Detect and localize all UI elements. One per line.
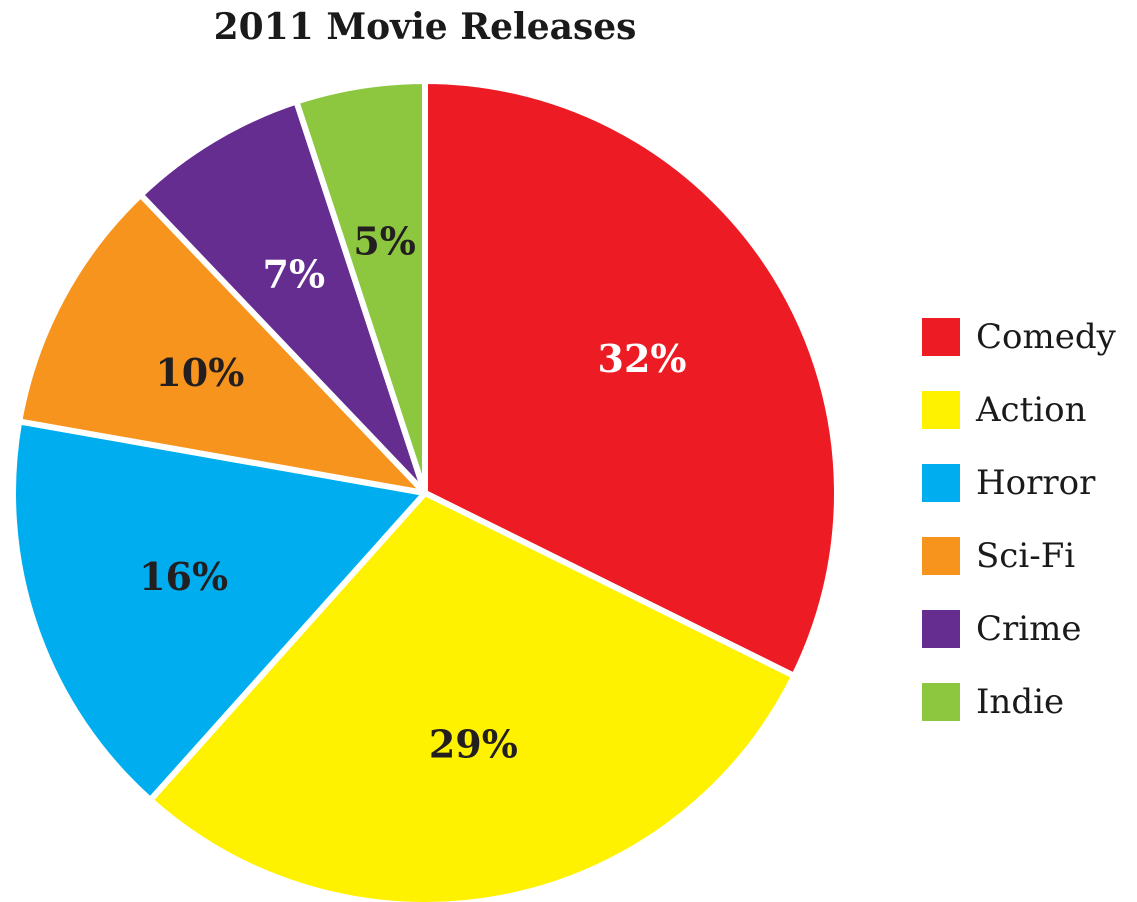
slice-label-comedy: 32% (598, 336, 687, 381)
pie-slice-indie (293, 78, 428, 496)
legend-label-horror: Horror (976, 463, 1096, 503)
legend-label-crime: Crime (976, 609, 1082, 649)
legend-label-sci-fi: Sci-Fi (976, 536, 1075, 576)
legend-swatch-crime (922, 610, 960, 648)
slice-label-indie: 5% (353, 218, 416, 263)
legend-label-comedy: Comedy (976, 317, 1117, 357)
pie-slice-comedy (422, 78, 840, 679)
pie-slices (10, 78, 840, 902)
legend: Comedy Action Horror Sci-Fi Crime Indie (922, 317, 1117, 722)
slice-label-sci-fi: 10% (155, 350, 244, 395)
chart-title: 2011 Movie Releases (213, 6, 637, 48)
legend-label-action: Action (975, 390, 1087, 430)
slice-label-crime: 7% (263, 251, 326, 296)
legend-swatch-action (922, 391, 960, 429)
legend-swatch-sci-fi (922, 537, 960, 575)
pie-slice-horror (10, 418, 428, 804)
slice-label-action: 29% (429, 721, 518, 766)
pie-slice-action (147, 490, 798, 902)
slice-label-horror: 16% (139, 554, 228, 599)
pie-slice-crime (137, 98, 428, 496)
legend-swatch-indie (922, 683, 960, 721)
slice-labels: 32% 29% 16% 10% 7% 5% (139, 218, 686, 766)
pie-slice-sci-fi (16, 191, 428, 496)
legend-label-indie: Indie (976, 682, 1064, 722)
legend-swatch-horror (922, 464, 960, 502)
legend-swatch-comedy (922, 318, 960, 356)
